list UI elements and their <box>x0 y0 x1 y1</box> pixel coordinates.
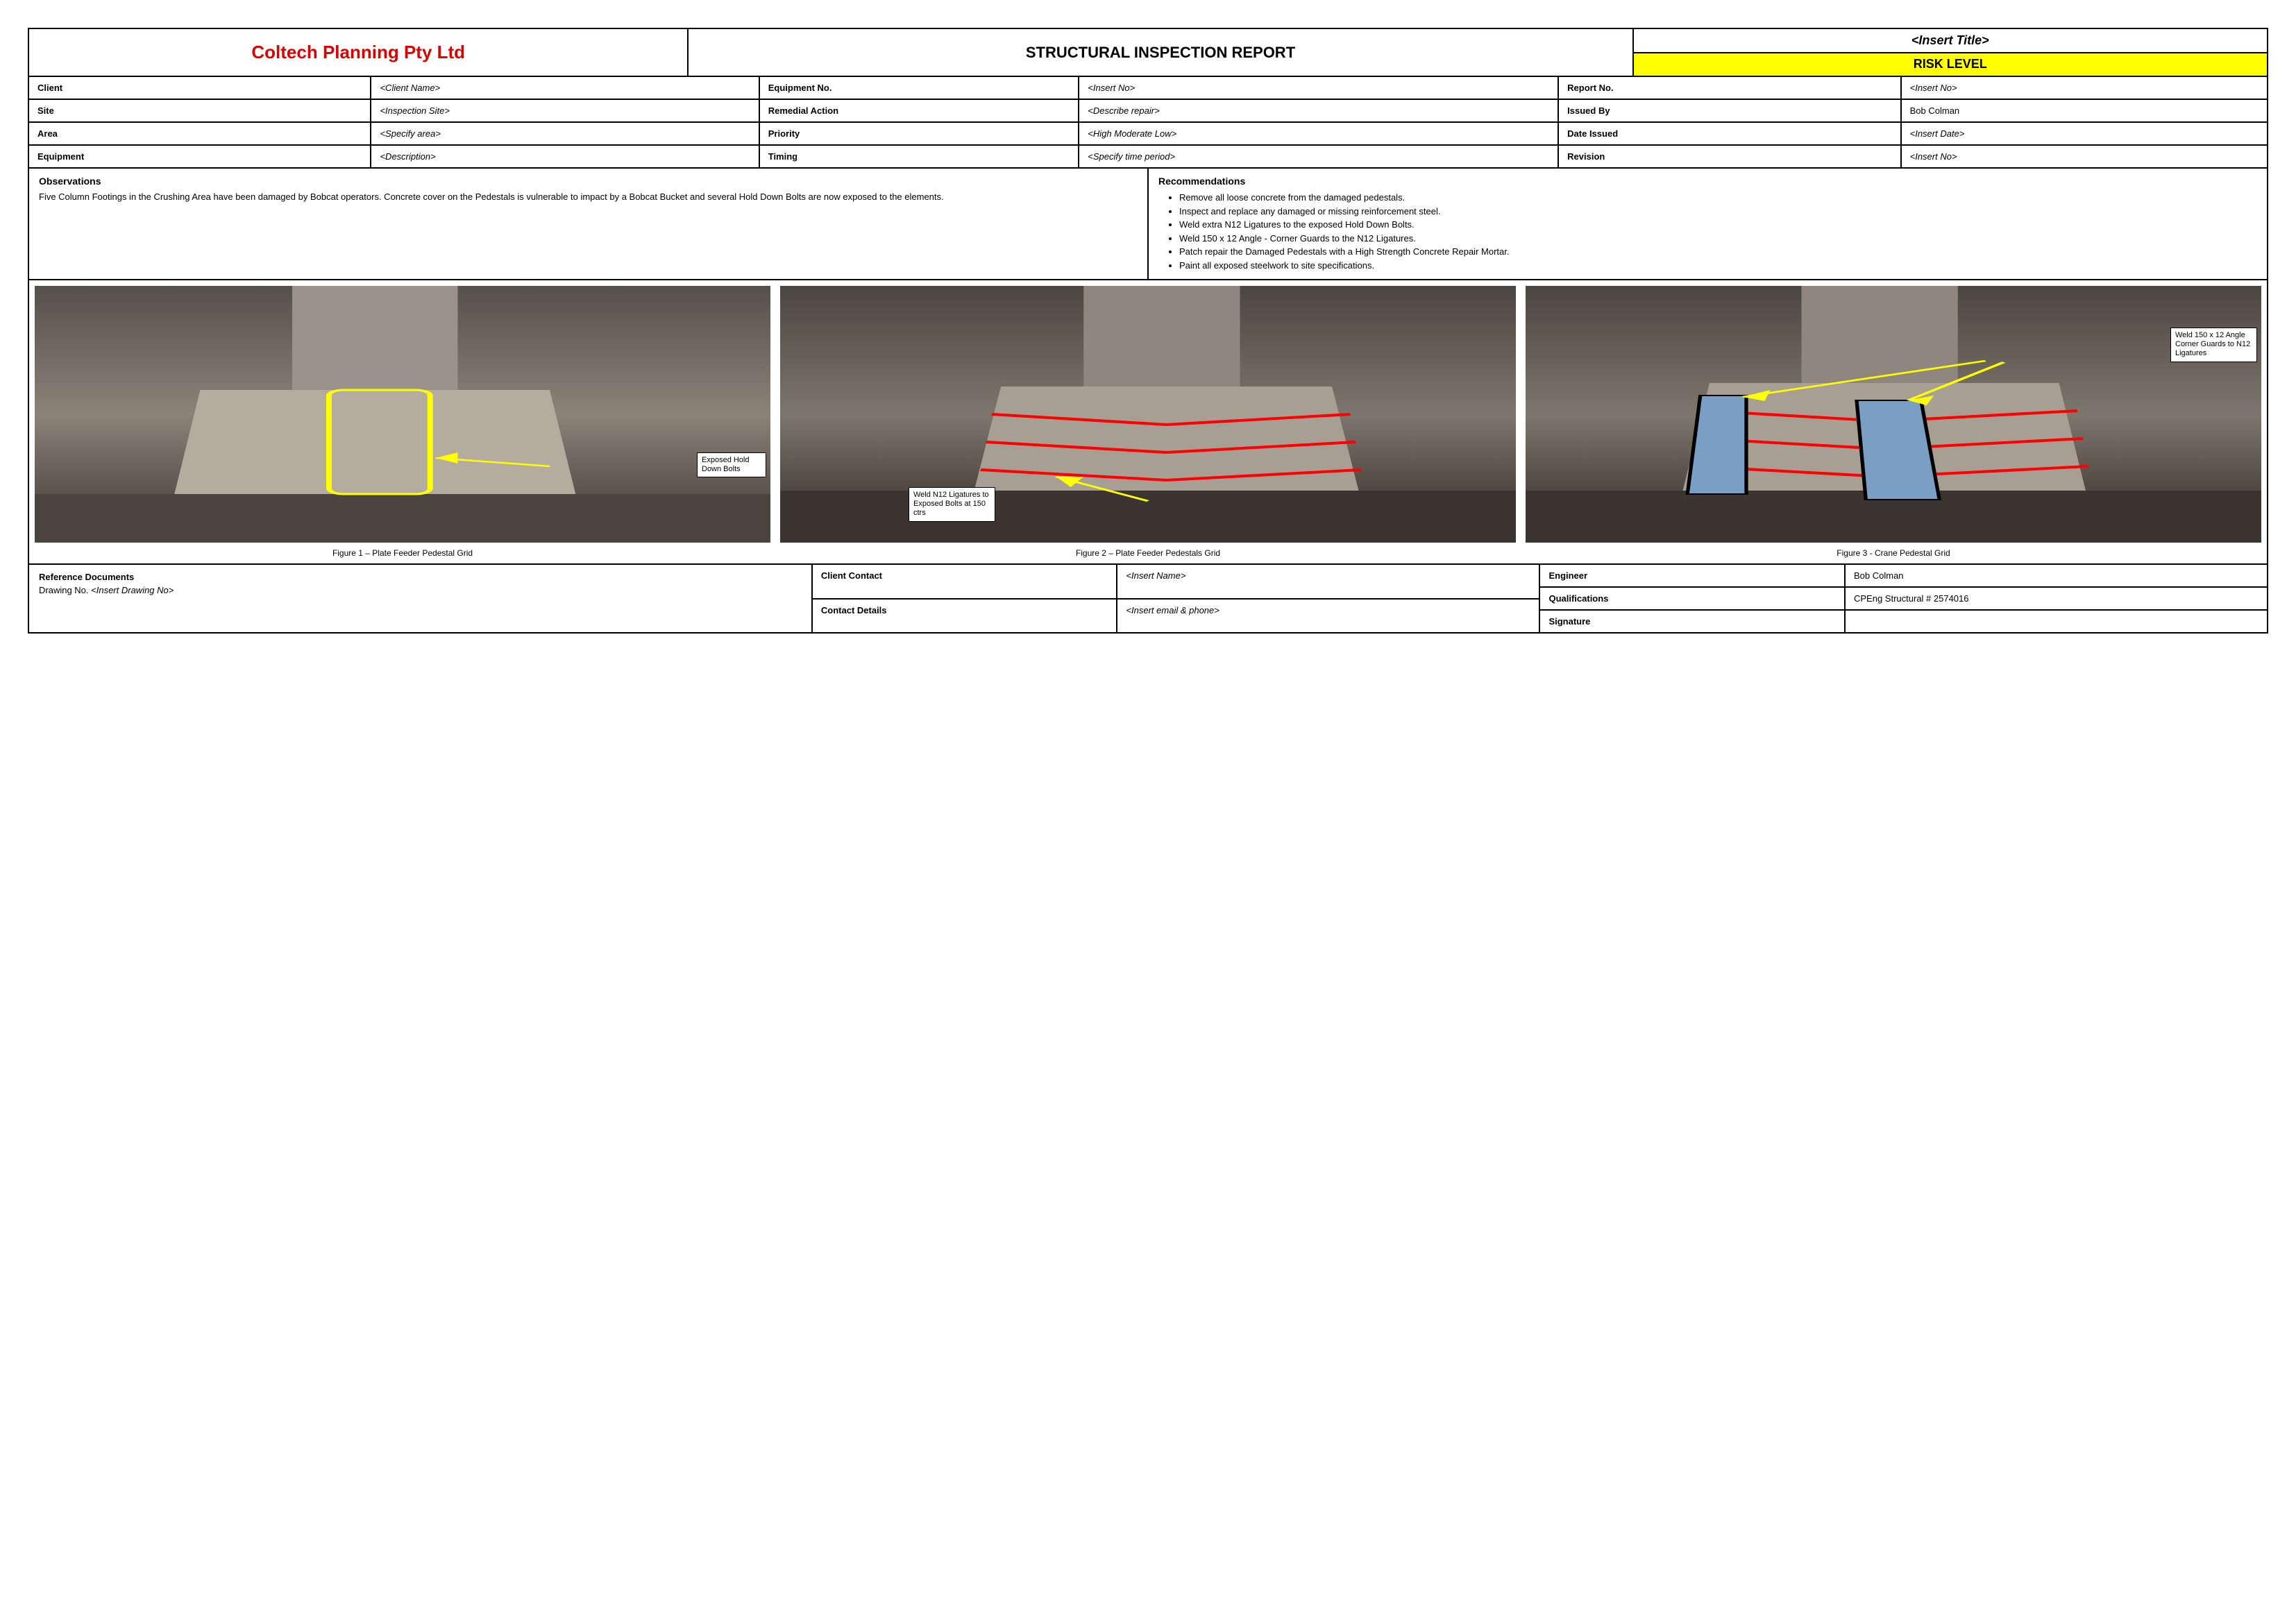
figure-2: Weld N12 Ligatures to Exposed Bolts at 1… <box>780 286 1516 558</box>
ref-docs-cell: Reference Documents Drawing No. <Insert … <box>29 565 813 632</box>
ref-docs-heading: Reference Documents <box>39 572 802 582</box>
footer-right: Engineer Bob Colman Qualifications CPEng… <box>1540 565 2267 632</box>
revision-value: <Insert No> <box>1902 146 2267 169</box>
qualifications-value: CPEng Structural # 2574016 <box>1846 588 2267 609</box>
recommendation-item: Remove all loose concrete from the damag… <box>1179 191 2257 205</box>
right-header: <Insert Title> RISK LEVEL <box>1634 29 2267 77</box>
figure-1-callout: Exposed Hold Down Bolts <box>697 452 766 477</box>
client-label: Client <box>29 77 371 100</box>
ref-docs-value: <Insert Drawing No> <box>91 585 174 595</box>
recommendation-item: Weld 150 x 12 Angle - Corner Guards to t… <box>1179 232 2257 246</box>
recommendations-cell: Recommendations Remove all loose concret… <box>1149 169 2267 279</box>
contact-details-value: <Insert email & phone> <box>1117 600 1539 633</box>
site-label: Site <box>29 100 371 123</box>
revision-label: Revision <box>1559 146 1901 169</box>
client-value: <Client Name> <box>371 77 759 100</box>
figure-2-svg <box>780 286 1516 543</box>
recommendations-heading: Recommendations <box>1158 176 2257 187</box>
ref-docs-line: Drawing No. <Insert Drawing No> <box>39 585 802 595</box>
recommendation-item: Weld extra N12 Ligatures to the exposed … <box>1179 218 2257 232</box>
qualifications-row: Qualifications CPEng Structural # 257401… <box>1540 588 2267 611</box>
company-cell: Coltech Planning Pty Ltd <box>29 29 689 77</box>
figures-row: Exposed Hold Down Bolts Figure 1 – Plate… <box>29 280 2267 565</box>
footer-row: Reference Documents Drawing No. <Insert … <box>29 565 2267 632</box>
timing-label: Timing <box>760 146 1080 169</box>
insert-title-text: <Insert Title> <box>1911 33 1989 48</box>
area-value: <Specify area> <box>371 123 759 146</box>
issued-by-value: Bob Colman <box>1902 100 2267 123</box>
recommendation-item: Inspect and replace any damaged or missi… <box>1179 205 2257 219</box>
footer-middle: Client Contact <Insert Name> Contact Det… <box>813 565 1541 632</box>
client-contact-value: <Insert Name> <box>1117 565 1539 598</box>
recommendation-item: Paint all exposed steelwork to site spec… <box>1179 259 2257 273</box>
risk-level-text: RISK LEVEL <box>1914 57 1987 71</box>
obs-rec-row: Observations Five Column Footings in the… <box>29 169 2267 280</box>
figure-3-caption: Figure 3 - Crane Pedestal Grid <box>1837 548 1950 558</box>
report-no-value: <Insert No> <box>1902 77 2267 100</box>
risk-level-cell: RISK LEVEL <box>1634 53 2267 78</box>
remedial-value: <Describe repair> <box>1079 100 1559 123</box>
figure-3-image: Weld 150 x 12 Angle Corner Guards to N12… <box>1526 286 2261 543</box>
insert-title-cell: <Insert Title> <box>1634 29 2267 53</box>
date-issued-value: <Insert Date> <box>1902 123 2267 146</box>
engineer-value: Bob Colman <box>1846 565 2267 586</box>
report-title: STRUCTURAL INSPECTION REPORT <box>1026 44 1295 62</box>
equipment-no-value: <Insert No> <box>1079 77 1559 100</box>
report-container: Coltech Planning Pty Ltd STRUCTURAL INSP… <box>28 28 2268 634</box>
figure-2-image: Weld N12 Ligatures to Exposed Bolts at 1… <box>780 286 1516 543</box>
figure-3-callout: Weld 150 x 12 Angle Corner Guards to N12… <box>2170 328 2257 362</box>
signature-label: Signature <box>1540 611 1846 632</box>
figure-1-svg <box>35 286 770 543</box>
equipment-value: <Description> <box>371 146 759 169</box>
figure-1-image: Exposed Hold Down Bolts <box>35 286 770 543</box>
equipment-no-label: Equipment No. <box>760 77 1080 100</box>
signature-value <box>1846 611 2267 632</box>
equipment-label: Equipment <box>29 146 371 169</box>
signature-row: Signature <box>1540 611 2267 632</box>
figure-3: Weld 150 x 12 Angle Corner Guards to N12… <box>1526 286 2261 558</box>
header-row: Coltech Planning Pty Ltd STRUCTURAL INSP… <box>29 29 2267 77</box>
company-name: Coltech Planning Pty Ltd <box>251 42 465 63</box>
figure-3-svg <box>1526 286 2261 543</box>
figure-2-callout: Weld N12 Ligatures to Exposed Bolts at 1… <box>909 487 995 522</box>
area-label: Area <box>29 123 371 146</box>
remedial-label: Remedial Action <box>760 100 1080 123</box>
date-issued-label: Date Issued <box>1559 123 1901 146</box>
figure-2-caption: Figure 2 – Plate Feeder Pedestals Grid <box>1076 548 1220 558</box>
title-cell: STRUCTURAL INSPECTION REPORT <box>689 29 1633 77</box>
contact-details-row: Contact Details <Insert email & phone> <box>813 600 1539 633</box>
ref-docs-prefix: Drawing No. <box>39 585 91 595</box>
observations-cell: Observations Five Column Footings in the… <box>29 169 1149 279</box>
priority-label: Priority <box>760 123 1080 146</box>
figure-1-caption: Figure 1 – Plate Feeder Pedestal Grid <box>332 548 473 558</box>
recommendations-list: Remove all loose concrete from the damag… <box>1158 191 2257 272</box>
figure-1: Exposed Hold Down Bolts Figure 1 – Plate… <box>35 286 770 558</box>
engineer-label: Engineer <box>1540 565 1846 586</box>
priority-value: <High Moderate Low> <box>1079 123 1559 146</box>
client-contact-label: Client Contact <box>813 565 1118 598</box>
issued-by-label: Issued By <box>1559 100 1901 123</box>
site-value: <Inspection Site> <box>371 100 759 123</box>
client-contact-row: Client Contact <Insert Name> <box>813 565 1539 600</box>
report-no-label: Report No. <box>1559 77 1901 100</box>
observations-heading: Observations <box>39 176 1138 187</box>
qualifications-label: Qualifications <box>1540 588 1846 609</box>
recommendation-item: Patch repair the Damaged Pedestals with … <box>1179 245 2257 259</box>
info-grid: Client <Client Name> Equipment No. <Inse… <box>29 77 2267 169</box>
contact-details-label: Contact Details <box>813 600 1118 633</box>
timing-value: <Specify time period> <box>1079 146 1559 169</box>
engineer-row: Engineer Bob Colman <box>1540 565 2267 588</box>
observations-text: Five Column Footings in the Crushing Are… <box>39 191 1138 203</box>
